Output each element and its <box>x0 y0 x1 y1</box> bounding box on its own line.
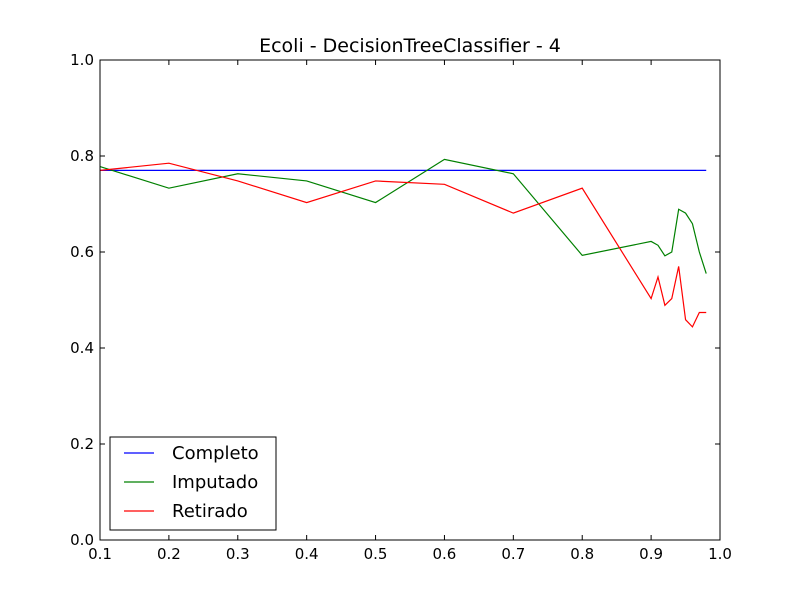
series-line-imputado <box>99 158 707 274</box>
y-tick-label: 0.4 <box>70 339 94 357</box>
x-tick-label: 0.9 <box>639 545 663 563</box>
y-tick-label: 0.2 <box>70 435 94 453</box>
legend-label: Completo <box>172 443 259 464</box>
y-tick-label: 0.0 <box>70 531 94 549</box>
series-line-retirado <box>99 162 707 328</box>
x-tick-label: 1.0 <box>708 545 732 563</box>
legend-label: Retirado <box>172 501 248 522</box>
y-tick-label: 0.6 <box>70 243 94 261</box>
x-tick-label: 0.7 <box>501 545 525 563</box>
x-tick-label: 0.4 <box>295 545 319 563</box>
chart-title: Ecoli - DecisionTreeClassifier - 4 <box>259 35 561 57</box>
y-tick-label: 1.0 <box>70 51 94 69</box>
legend-label: Imputado <box>172 472 258 493</box>
x-tick-label: 0.1 <box>88 545 112 563</box>
axes-frame <box>99 59 721 541</box>
plot-area <box>99 158 707 328</box>
legend: Completo Imputado Retirado <box>109 436 277 531</box>
x-tick-label: 0.6 <box>433 545 457 563</box>
y-tick-label: 0.8 <box>70 147 94 165</box>
x-tick-label: 0.8 <box>570 545 594 563</box>
x-tick-label: 0.5 <box>364 545 388 563</box>
axes: 0.1 0.2 0.3 0.4 0.5 0.6 0.7 0.8 0.9 1.0 0.0 0.2 0.4 0… <box>70 51 732 563</box>
x-tick-label: 0.3 <box>226 545 250 563</box>
x-tick-label: 0.2 <box>157 545 181 563</box>
